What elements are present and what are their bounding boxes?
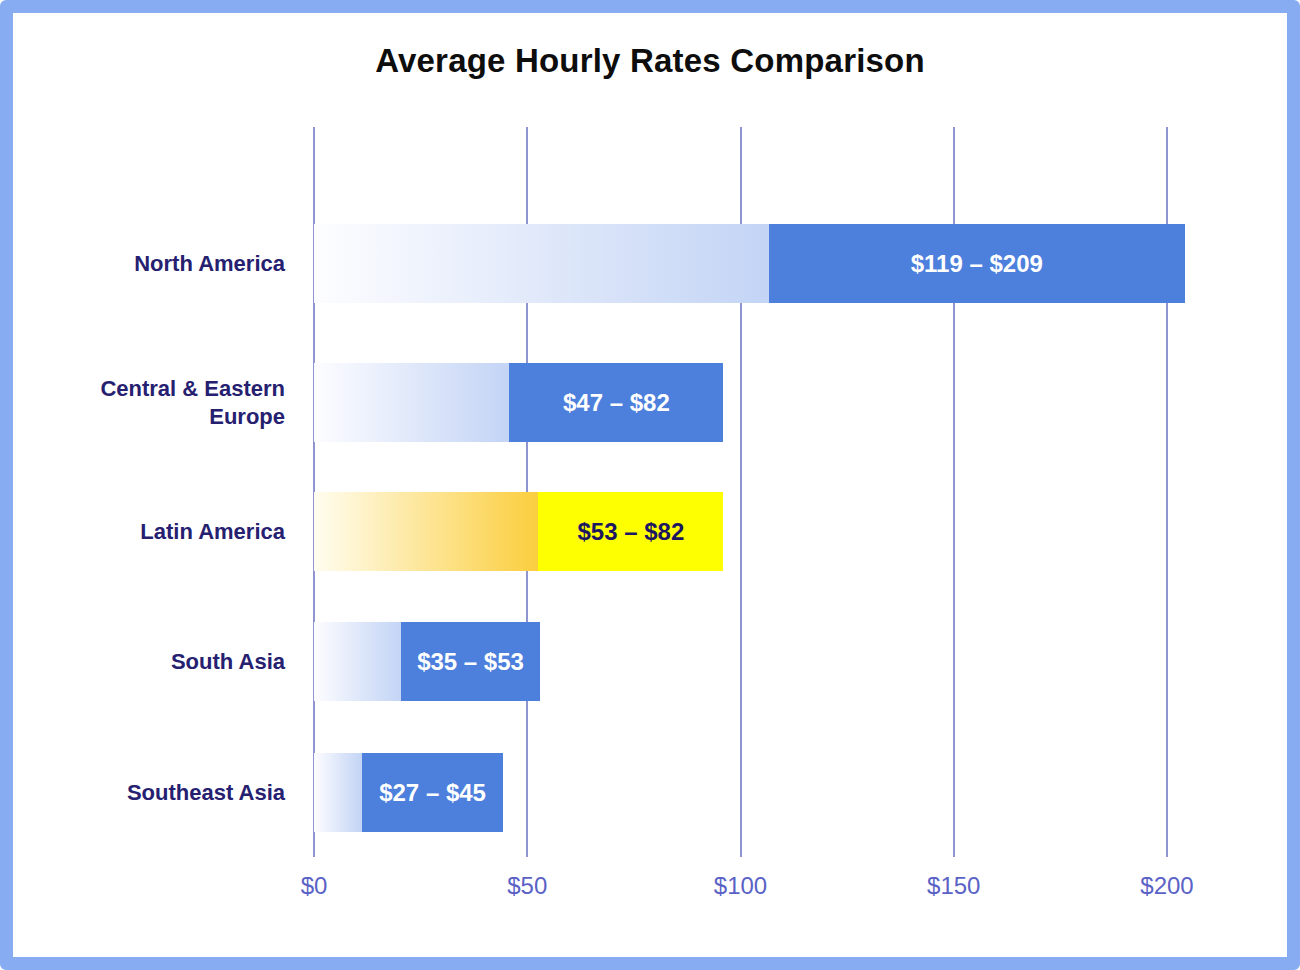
chart-row: Southeast Asia $27 – $45 [75,753,1225,832]
x-tick-label: $150 [894,872,1014,900]
chart-row: South Asia $35 – $53 [75,622,1225,701]
bar-range-label: $53 – $82 [538,492,723,571]
range-bar: $27 – $45 [314,753,503,832]
category-label: Southeast Asia [75,753,285,832]
range-bar: $35 – $53 [314,622,540,701]
chart-row: Latin America $53 – $82 [75,492,1225,571]
category-label: Central & Eastern Europe [75,363,285,442]
x-tick-label: $200 [1107,872,1227,900]
range-bar: $119 – $209 [314,224,1185,303]
x-tick-label: $50 [467,872,587,900]
range-bar: $53 – $82 [314,492,723,571]
category-label: South Asia [75,622,285,701]
chart-title: Average Hourly Rates Comparison [0,42,1300,80]
chart-row: Central & Eastern Europe $47 – $82 [75,363,1225,442]
bar-range-label: $27 – $45 [362,753,504,832]
category-label: Latin America [75,492,285,571]
x-tick-label: $0 [254,872,374,900]
chart-row: North America $119 – $209 [75,224,1225,303]
bar-range-label: $35 – $53 [401,622,540,701]
category-label: North America [75,224,285,303]
bar-range-label: $47 – $82 [509,363,723,442]
range-bar: $47 – $82 [314,363,723,442]
bar-range-label: $119 – $209 [769,224,1185,303]
x-tick-label: $100 [681,872,801,900]
